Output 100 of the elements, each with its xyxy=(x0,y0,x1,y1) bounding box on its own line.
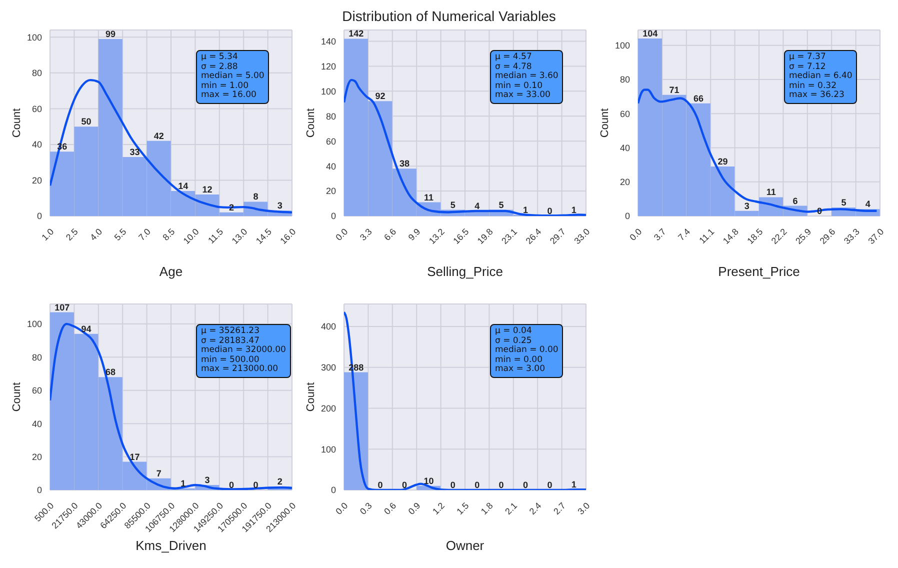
y-tick-label: 300 xyxy=(320,362,336,373)
x-tick-label: 0.6 xyxy=(382,500,398,517)
data-label: 5 xyxy=(498,200,504,210)
x-tick-label: 0.0 xyxy=(334,226,350,243)
y-tick-label: 60 xyxy=(32,386,42,396)
y-tick-label: 40 xyxy=(32,140,42,150)
y-tick-label: 100 xyxy=(320,444,336,454)
x-tick-label: 1.0 xyxy=(40,226,56,243)
data-label: 0 xyxy=(547,480,552,490)
annotation: σ = 28183.47 xyxy=(201,336,260,346)
data-label: 10 xyxy=(424,476,434,486)
y-axis-title: Count xyxy=(10,382,23,412)
x-tick-label: 6.6 xyxy=(382,226,398,243)
data-label: 17 xyxy=(130,452,140,462)
data-label: 42 xyxy=(154,130,164,141)
annotation: min = 0.00 xyxy=(495,354,544,364)
y-tick-label: 0 xyxy=(330,211,336,222)
data-label: 3 xyxy=(277,200,282,211)
y-tick-label: 20 xyxy=(32,175,42,186)
x-tick-label: 7.0 xyxy=(136,226,152,243)
y-tick-label: 80 xyxy=(32,352,42,362)
y-tick-label: 100 xyxy=(614,40,630,51)
x-axis-title: Kms_Driven xyxy=(136,538,206,553)
y-axis-title: Count xyxy=(598,108,611,138)
data-label: 0 xyxy=(522,480,528,490)
data-label: 38 xyxy=(399,158,410,169)
x-tick-label: 3.7 xyxy=(652,226,668,243)
annotation: min = 0.10 xyxy=(495,80,544,90)
y-axis-title: Count xyxy=(304,108,317,138)
y-tick-label: 80 xyxy=(32,68,42,78)
y-axis-title: Count xyxy=(10,108,23,138)
x-tick-label: 4.0 xyxy=(88,226,104,243)
y-tick-label: 40 xyxy=(620,142,630,153)
annotation: median = 6.40 xyxy=(789,71,852,82)
data-label: 4 xyxy=(474,201,480,212)
data-label: 0 xyxy=(547,206,552,216)
x-tick-label: 1.8 xyxy=(478,500,495,517)
y-tick-label: 0 xyxy=(36,485,42,496)
annotation: median = 32000.00 xyxy=(201,345,286,356)
data-label: 50 xyxy=(81,116,92,127)
data-label: 71 xyxy=(669,84,680,95)
data-label: 3 xyxy=(204,475,210,486)
x-tick-label: 11.5 xyxy=(206,226,226,246)
data-label: 14 xyxy=(178,180,188,191)
annotation: μ = 35261.23 xyxy=(201,326,260,336)
y-tick-label: 100 xyxy=(320,86,336,96)
annotation: max = 213000.00 xyxy=(201,364,280,374)
data-label: 8 xyxy=(253,192,258,202)
x-tick-label: 2.4 xyxy=(527,500,544,517)
x-tick-label: 0.3 xyxy=(358,500,374,517)
data-label: 33 xyxy=(130,146,140,157)
data-label: 4 xyxy=(865,199,870,210)
annotation: min = 500.00 xyxy=(201,354,260,364)
x-tick-label: 2.1 xyxy=(503,500,520,517)
data-label: 2 xyxy=(277,476,282,487)
x-tick-label: 3.0 xyxy=(576,500,592,517)
x-axis-title: Owner xyxy=(446,538,485,553)
y-tick-label: 400 xyxy=(320,322,336,332)
annotation: min = 1.00 xyxy=(201,80,250,90)
y-tick-label: 40 xyxy=(326,161,336,172)
data-label: 92 xyxy=(375,91,386,102)
data-label: 0 xyxy=(474,480,480,490)
y-tick-label: 20 xyxy=(32,452,42,462)
y-tick-label: 100 xyxy=(26,319,42,330)
data-label: 7 xyxy=(156,468,162,478)
y-tick-label: 140 xyxy=(320,36,336,46)
data-label: 5 xyxy=(841,197,846,208)
data-label: 1 xyxy=(180,478,186,488)
data-label: 1 xyxy=(522,204,528,215)
data-label: 0 xyxy=(498,480,504,490)
y-tick-label: 100 xyxy=(26,32,42,42)
x-tick-label: 2.5 xyxy=(64,226,80,243)
annotation: median = 5.00 xyxy=(201,71,264,82)
x-axis-title: Age xyxy=(159,264,183,279)
x-tick-label: 0.0 xyxy=(334,500,350,517)
data-label: 104 xyxy=(642,28,658,39)
data-label: 29 xyxy=(718,156,728,167)
x-tick-label: 1.5 xyxy=(454,500,471,517)
y-tick-label: 60 xyxy=(32,104,42,114)
annotation: μ = 5.34 xyxy=(201,52,239,62)
annotation: σ = 4.78 xyxy=(495,62,533,72)
x-tick-label: 11.1 xyxy=(697,226,716,246)
annotation: μ = 7.37 xyxy=(789,52,827,62)
data-label: 11 xyxy=(766,187,776,198)
annotation: min = 0.32 xyxy=(789,80,838,90)
data-label: 0 xyxy=(378,480,383,490)
data-label: 66 xyxy=(693,93,704,104)
y-tick-label: 0 xyxy=(36,211,42,222)
annotation: max = 16.00 xyxy=(201,90,258,100)
y-tick-label: 120 xyxy=(320,61,336,72)
annotation: σ = 7.12 xyxy=(789,62,827,72)
x-tick-label: 0.9 xyxy=(406,500,422,517)
y-tick-label: 80 xyxy=(326,111,336,122)
y-tick-label: 200 xyxy=(320,403,336,414)
data-label: 11 xyxy=(424,192,434,202)
annotation: μ = 0.04 xyxy=(495,326,533,336)
data-label: 0 xyxy=(450,480,456,490)
x-axis-title: Present_Price xyxy=(718,264,800,279)
data-label: 107 xyxy=(54,302,70,312)
annotation: μ = 4.57 xyxy=(495,52,533,62)
